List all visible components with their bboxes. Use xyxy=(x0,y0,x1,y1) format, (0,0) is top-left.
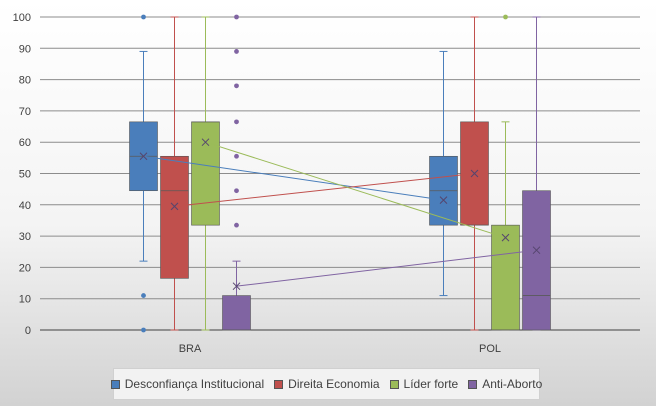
outlier-point xyxy=(141,293,146,298)
outlier-point xyxy=(234,153,239,159)
mean-line xyxy=(236,249,537,287)
outlier-point xyxy=(234,222,239,228)
box-iqr xyxy=(522,190,551,331)
y-tick-label: 50 xyxy=(19,169,31,181)
y-tick-label: 30 xyxy=(19,231,31,243)
box-iqr xyxy=(491,224,520,331)
outlier-point xyxy=(234,49,239,54)
mean-marker xyxy=(439,196,448,204)
mean-marker xyxy=(170,202,179,211)
mean-marker xyxy=(139,152,148,161)
legend-label: Líder forte xyxy=(403,377,459,391)
y-tick-label: 0 xyxy=(25,325,31,337)
legend-swatch xyxy=(110,379,120,389)
box-iqr xyxy=(222,295,251,331)
legend-label: Direita Economia xyxy=(288,377,380,391)
y-tick-label: 90 xyxy=(19,43,31,55)
mean-marker xyxy=(501,233,510,242)
box-iqr xyxy=(160,155,189,279)
legend-label: Desconfiança Institucional xyxy=(124,377,265,391)
y-tick-label: 40 xyxy=(19,200,31,212)
legend-label: Anti-Aborto xyxy=(482,377,543,391)
mean-line xyxy=(205,141,506,239)
y-tick-label: 70 xyxy=(19,106,31,118)
legend-item: Líder forte xyxy=(389,377,459,391)
box-direita-economia-bra xyxy=(160,16,189,331)
outlier-point xyxy=(503,14,508,20)
legend-swatch xyxy=(468,379,478,389)
legend-swatch xyxy=(389,379,399,389)
box-desconfian-a-institucional-pol xyxy=(429,50,458,297)
y-tick-label: 20 xyxy=(19,262,31,274)
outlier-point xyxy=(234,83,239,89)
x-tick-label: BRA xyxy=(179,343,202,355)
legend-item: Anti-Aborto xyxy=(468,377,542,391)
box-l-der-forte-bra xyxy=(191,16,220,331)
y-tick-label: 10 xyxy=(19,294,31,306)
box-iqr xyxy=(191,121,220,226)
box-anti-aborto-pol xyxy=(522,16,551,331)
legend-item: Direita Economia xyxy=(274,377,380,391)
outlier-point xyxy=(234,188,239,194)
y-tick-label: 100 xyxy=(13,12,31,24)
box-l-der-forte-pol xyxy=(491,14,520,331)
x-tick-label: POL xyxy=(479,343,501,355)
box-desconfian-a-institucional-bra xyxy=(129,14,158,333)
mean-marker xyxy=(232,282,241,291)
mean-line xyxy=(174,173,475,207)
mean-line xyxy=(143,155,444,201)
box-anti-aborto-bra xyxy=(222,14,251,331)
chart-legend: Desconfiança Institucional Direita Econom… xyxy=(110,368,542,400)
outlier-point xyxy=(141,14,146,20)
outlier-point xyxy=(141,327,146,333)
mean-marker xyxy=(470,169,479,178)
outlier-point xyxy=(234,14,239,20)
outlier-point xyxy=(234,119,239,125)
y-tick-label: 60 xyxy=(19,137,31,149)
mean-marker xyxy=(201,138,210,147)
legend-swatch xyxy=(274,379,284,389)
y-tick-label: 80 xyxy=(19,75,31,87)
mean-marker xyxy=(532,246,541,255)
legend-item: Desconfiança Institucional xyxy=(110,377,265,391)
